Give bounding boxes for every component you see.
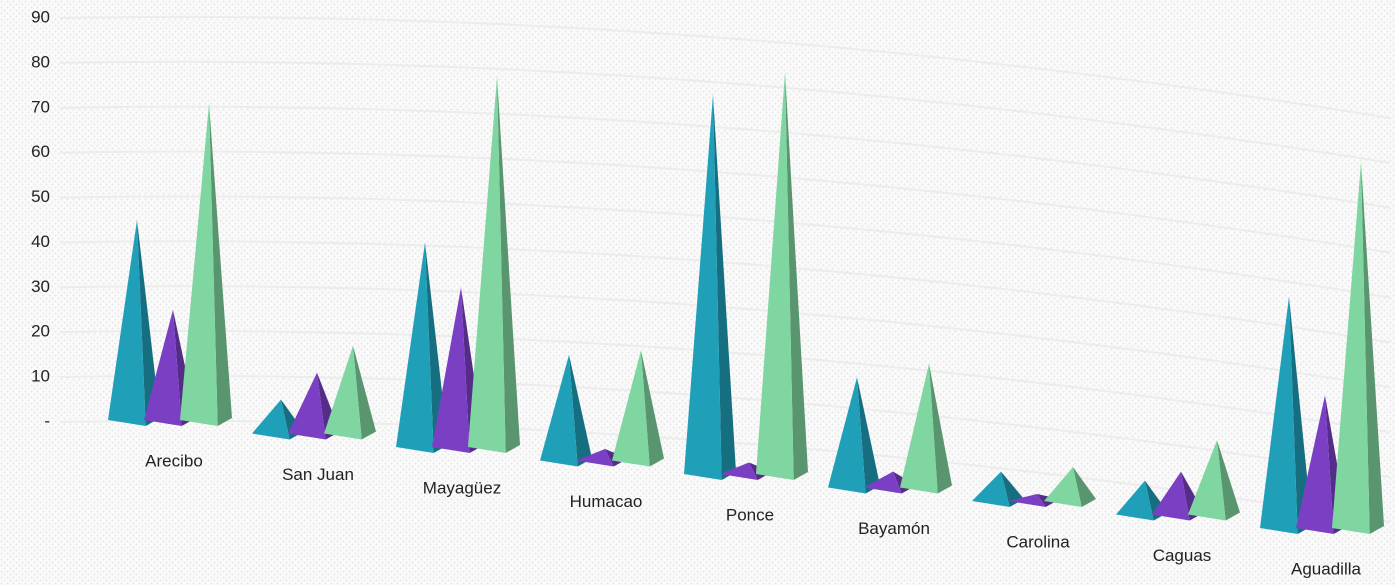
x-tick-label: Humacao bbox=[570, 492, 643, 511]
pyramid-side bbox=[137, 220, 160, 426]
pyramid-side bbox=[1217, 440, 1240, 521]
x-tick-label: San Juan bbox=[282, 465, 354, 484]
pyramid bbox=[1044, 467, 1096, 507]
pyramid-side bbox=[785, 72, 808, 480]
pyramid-front bbox=[288, 372, 326, 440]
y-tick-label: 40 bbox=[31, 232, 50, 251]
pyramid-front bbox=[864, 471, 902, 494]
pyramid bbox=[1260, 296, 1312, 534]
pyramid-front bbox=[1044, 467, 1082, 507]
pyramid-front bbox=[108, 220, 146, 426]
y-tick-label: - bbox=[44, 411, 50, 430]
pyramid-front bbox=[828, 377, 866, 494]
pyramid-side bbox=[1073, 467, 1096, 507]
pyramid-front bbox=[540, 354, 578, 467]
pyramid bbox=[468, 76, 520, 453]
y-tick-label: 20 bbox=[31, 322, 50, 341]
pyramid-side bbox=[1001, 471, 1024, 507]
pyramid-front bbox=[1116, 480, 1154, 521]
pyramid-side bbox=[497, 76, 520, 453]
pyramid bbox=[1188, 440, 1240, 521]
y-tick-label: 70 bbox=[31, 97, 50, 116]
pyramid-side bbox=[929, 363, 952, 494]
pyramid-front bbox=[720, 462, 758, 480]
y-tick-label: 30 bbox=[31, 277, 50, 296]
pyramid-front bbox=[972, 471, 1010, 507]
pyramid bbox=[180, 103, 232, 427]
pyramid bbox=[900, 363, 952, 494]
pyramid-front bbox=[144, 309, 182, 426]
pyramid-front bbox=[432, 287, 470, 453]
pyramid-front bbox=[1008, 494, 1046, 507]
grid-line bbox=[59, 15, 1391, 119]
pyramid-front bbox=[252, 399, 290, 440]
pyramid bbox=[108, 220, 160, 426]
pyramid-front bbox=[1188, 440, 1226, 521]
pyramid-front bbox=[1332, 161, 1370, 534]
y-tick-label: 10 bbox=[31, 367, 50, 386]
pyramid-front bbox=[612, 350, 650, 467]
y-tick-label: 50 bbox=[31, 187, 50, 206]
pyramid-side bbox=[641, 350, 664, 467]
pyramid-front bbox=[324, 345, 362, 440]
x-tick-label: Caguas bbox=[1153, 546, 1212, 565]
pyramid-side bbox=[209, 103, 232, 427]
x-tick-label: Ponce bbox=[726, 505, 774, 524]
pyramid-front bbox=[756, 72, 794, 480]
pyramid-side bbox=[353, 345, 376, 440]
pyramid-side bbox=[1289, 296, 1312, 534]
pyramid bbox=[612, 350, 664, 467]
grid-line bbox=[59, 60, 1391, 164]
pyramid-front bbox=[684, 94, 722, 480]
pyramid-front bbox=[1260, 296, 1298, 534]
x-tick-label: Aguadilla bbox=[1291, 559, 1361, 578]
x-tick-label: Arecibo bbox=[145, 451, 203, 470]
pyramid-side bbox=[1361, 161, 1384, 534]
pyramid-side bbox=[713, 94, 736, 480]
pyramid-front bbox=[1296, 395, 1334, 534]
x-tick-label: Bayamón bbox=[858, 519, 930, 538]
pyramid-front bbox=[576, 449, 614, 467]
pyramid bbox=[828, 377, 880, 494]
pyramid-side bbox=[569, 354, 592, 467]
pyramid-front bbox=[180, 103, 218, 427]
pyramid bbox=[972, 471, 1024, 507]
y-tick-label: 80 bbox=[31, 52, 50, 71]
pyramid bbox=[684, 94, 736, 480]
y-tick-label: 60 bbox=[31, 142, 50, 161]
pyramid-front bbox=[1152, 471, 1190, 521]
pyramid bbox=[540, 354, 592, 467]
pyramid-front bbox=[900, 363, 938, 494]
pyramid-front bbox=[396, 242, 434, 453]
x-tick-label: Mayagüez bbox=[423, 478, 501, 497]
pyramid bbox=[1332, 161, 1384, 534]
pyramid-front bbox=[468, 76, 506, 453]
pyramid bbox=[324, 345, 376, 440]
y-tick-label: 90 bbox=[31, 7, 50, 26]
pyramid bbox=[756, 72, 808, 480]
pyramid-side bbox=[857, 377, 880, 494]
x-tick-label: Carolina bbox=[1006, 532, 1070, 551]
